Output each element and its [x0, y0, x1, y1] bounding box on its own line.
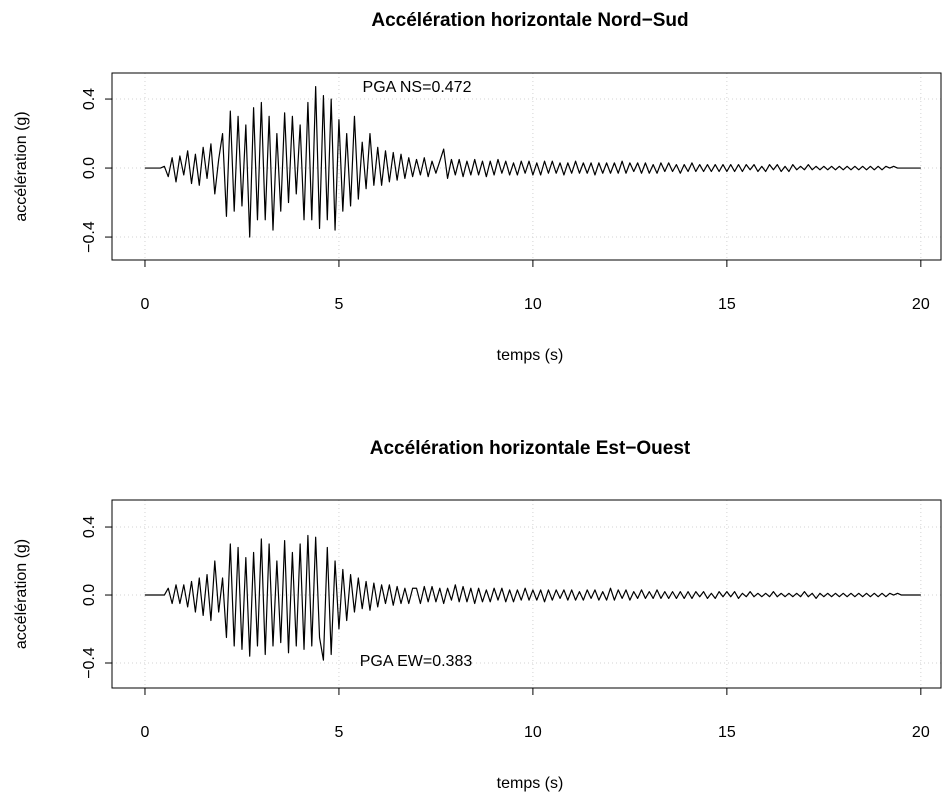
signal-line — [144, 86, 921, 238]
x-tick-label: 15 — [718, 296, 736, 313]
y-tick-label: 0.4 — [81, 88, 98, 110]
y-tick-label: 0.0 — [81, 584, 98, 606]
annotation: PGA NS=0.472 — [363, 79, 472, 96]
x-tick-label: 0 — [141, 296, 150, 313]
x-tick-label: 10 — [524, 724, 542, 741]
x-tick-label: 20 — [912, 296, 930, 313]
chart-title: Accélération horizontale Est−Ouest — [370, 438, 691, 459]
plot-frame — [111, 499, 942, 689]
panel: Accélération horizontale Est−Ouest 0 5 10 15… — [13, 438, 942, 792]
x-tick-label: 5 — [334, 724, 343, 741]
x-tick-label: 20 — [912, 724, 930, 741]
x-axis-label: temps (s) — [497, 347, 564, 364]
x-axis-label: temps (s) — [497, 775, 564, 792]
y-axis-label: accélération (g) — [13, 111, 30, 221]
plot-frame — [111, 72, 942, 261]
panel: Accélération horizontale Nord−Sud 0 5 10 15 2… — [13, 10, 942, 364]
x-tick-label: 5 — [334, 296, 343, 313]
y-axis-label: accélération (g) — [13, 539, 30, 649]
signal-line — [144, 534, 921, 661]
x-tick-label: 15 — [718, 724, 736, 741]
y-tick-label: −0.4 — [81, 647, 98, 679]
y-tick-label: 0.0 — [81, 157, 98, 179]
y-tick-label: 0.4 — [81, 516, 98, 538]
x-tick-label: 10 — [524, 296, 542, 313]
y-tick-label: −0.4 — [81, 221, 98, 253]
x-tick-label: 0 — [141, 724, 150, 741]
chart-title: Accélération horizontale Nord−Sud — [371, 10, 688, 31]
annotation: PGA EW=0.383 — [360, 653, 473, 670]
